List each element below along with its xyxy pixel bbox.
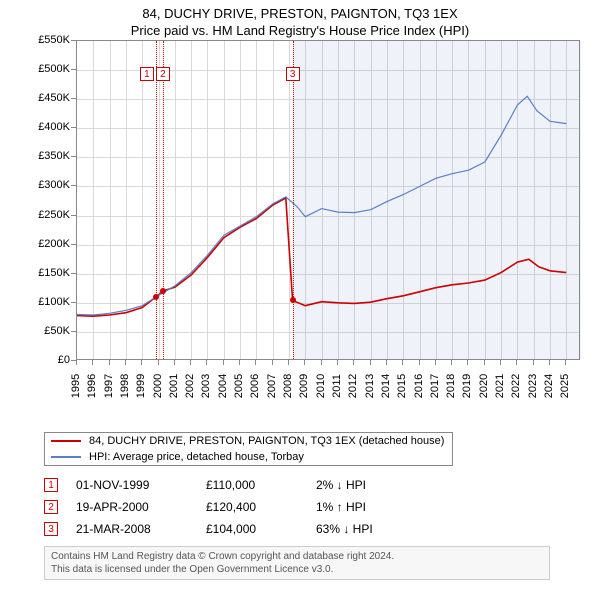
tx-date: 21-MAR-2008: [76, 522, 206, 536]
legend-row: 84, DUCHY DRIVE, PRESTON, PAIGNTON, TQ3 …: [45, 433, 452, 449]
x-axis-label: 2020: [478, 374, 490, 398]
x-axis-label: 2014: [380, 374, 392, 398]
y-axis-label: £300K: [28, 179, 70, 191]
y-axis-label: £150K: [28, 267, 70, 279]
y-axis-label: £50K: [28, 325, 70, 337]
chart-marker-box: 1: [140, 67, 154, 81]
footer-line-2: This data is licensed under the Open Gov…: [51, 563, 543, 576]
y-axis-label: £200K: [28, 238, 70, 250]
x-axis-label: 2003: [200, 374, 212, 398]
x-axis-label: 2015: [396, 374, 408, 398]
y-tick: [71, 98, 76, 99]
title-block: 84, DUCHY DRIVE, PRESTON, PAIGNTON, TQ3 …: [0, 0, 600, 40]
x-axis-label: 2011: [331, 374, 343, 398]
y-tick: [71, 127, 76, 128]
y-tick: [71, 273, 76, 274]
chart-marker-box: 2: [156, 67, 170, 81]
marker-dot: [160, 288, 166, 294]
legend-swatch: [51, 440, 81, 442]
x-axis-label: 1998: [119, 374, 131, 398]
tx-marker: 3: [44, 522, 58, 536]
y-axis-label: £400K: [28, 121, 70, 133]
x-axis-label: 2021: [494, 374, 506, 398]
legend-label: 84, DUCHY DRIVE, PRESTON, PAIGNTON, TQ3 …: [89, 435, 444, 447]
x-axis-label: 2004: [217, 374, 229, 398]
x-axis-label: 2013: [364, 374, 376, 398]
chart-area: 12 3 £0 £50K £100K £150K £200K £250K £300K £350K £…: [30, 40, 590, 400]
y-tick: [71, 215, 76, 216]
x-axis-label: 2008: [282, 374, 294, 398]
x-axis-label: 2024: [543, 374, 555, 398]
x-axis-label: 2010: [315, 374, 327, 398]
x-axis-label: 1995: [70, 374, 82, 398]
x-axis-label: 2016: [413, 374, 425, 398]
transaction-row: 1 01-NOV-1999£110,0002% ↓ HPI: [44, 474, 600, 496]
transaction-row: 2 19-APR-2000£120,4001% ↑ HPI: [44, 496, 600, 518]
chart-container: 84, DUCHY DRIVE, PRESTON, PAIGNTON, TQ3 …: [0, 0, 600, 590]
x-axis-label: 2012: [347, 374, 359, 398]
y-tick: [71, 156, 76, 157]
footer-line-1: Contains HM Land Registry data © Crown c…: [51, 550, 543, 563]
transaction-row: 3 21-MAR-2008£104,00063% ↓ HPI: [44, 518, 600, 540]
legend-swatch: [51, 456, 81, 458]
title-subtitle: Price paid vs. HM Land Registry's House …: [0, 23, 600, 38]
x-axis-label: 1997: [103, 374, 115, 398]
x-axis-label: 2009: [298, 374, 310, 398]
y-tick: [71, 185, 76, 186]
series-hpi: [77, 96, 566, 315]
tx-price: £120,400: [206, 500, 316, 514]
y-axis-label: £350K: [28, 150, 70, 162]
x-axis-label: 2005: [233, 374, 245, 398]
y-tick: [71, 244, 76, 245]
y-tick: [71, 40, 76, 41]
tx-delta: 2% ↓ HPI: [316, 478, 426, 492]
tx-price: £104,000: [206, 522, 316, 536]
transactions-table: 1 01-NOV-1999£110,0002% ↓ HPI 2 19-APR-2000…: [44, 474, 600, 540]
x-axis-label: 2023: [527, 374, 539, 398]
tx-date: 01-NOV-1999: [76, 478, 206, 492]
chart-marker-box: 3: [286, 67, 300, 81]
x-axis-label: 2019: [461, 374, 473, 398]
x-axis-label: 1999: [135, 374, 147, 398]
tx-marker: 1: [44, 478, 58, 492]
x-axis-label: 2006: [249, 374, 261, 398]
x-axis-label: 2007: [266, 374, 278, 398]
x-axis-label: 2002: [184, 374, 196, 398]
y-axis-label: £100K: [28, 296, 70, 308]
tx-delta: 63% ↓ HPI: [316, 522, 426, 536]
y-axis-label: £450K: [28, 92, 70, 104]
tx-date: 19-APR-2000: [76, 500, 206, 514]
y-tick: [71, 331, 76, 332]
title-address: 84, DUCHY DRIVE, PRESTON, PAIGNTON, TQ3 …: [0, 6, 600, 21]
y-tick: [71, 302, 76, 303]
x-axis-label: 2018: [445, 374, 457, 398]
y-tick: [71, 69, 76, 70]
legend-row: HPI: Average price, detached house, Torb…: [45, 449, 452, 465]
x-axis-label: 2022: [510, 374, 522, 398]
x-axis-label: 2017: [429, 374, 441, 398]
x-axis-label: 1996: [86, 374, 98, 398]
series-svg: [77, 41, 581, 361]
tx-marker: 2: [44, 500, 58, 514]
series-property_price: [77, 198, 566, 316]
marker-dot: [153, 294, 159, 300]
y-axis-label: £250K: [28, 209, 70, 221]
y-axis-label: £550K: [28, 34, 70, 46]
x-axis-label: 2025: [559, 374, 571, 398]
x-axis-label: 2001: [168, 374, 180, 398]
tx-price: £110,000: [206, 478, 316, 492]
y-axis-label: £0: [28, 354, 70, 366]
attribution-footer: Contains HM Land Registry data © Crown c…: [44, 546, 550, 580]
legend: 84, DUCHY DRIVE, PRESTON, PAIGNTON, TQ3 …: [44, 432, 453, 466]
marker-dot: [290, 297, 296, 303]
plot-area: 12 3: [76, 40, 580, 360]
y-axis-label: £500K: [28, 63, 70, 75]
legend-label: HPI: Average price, detached house, Torb…: [89, 451, 304, 463]
x-axis-label: 2000: [152, 374, 164, 398]
tx-delta: 1% ↑ HPI: [316, 500, 426, 514]
